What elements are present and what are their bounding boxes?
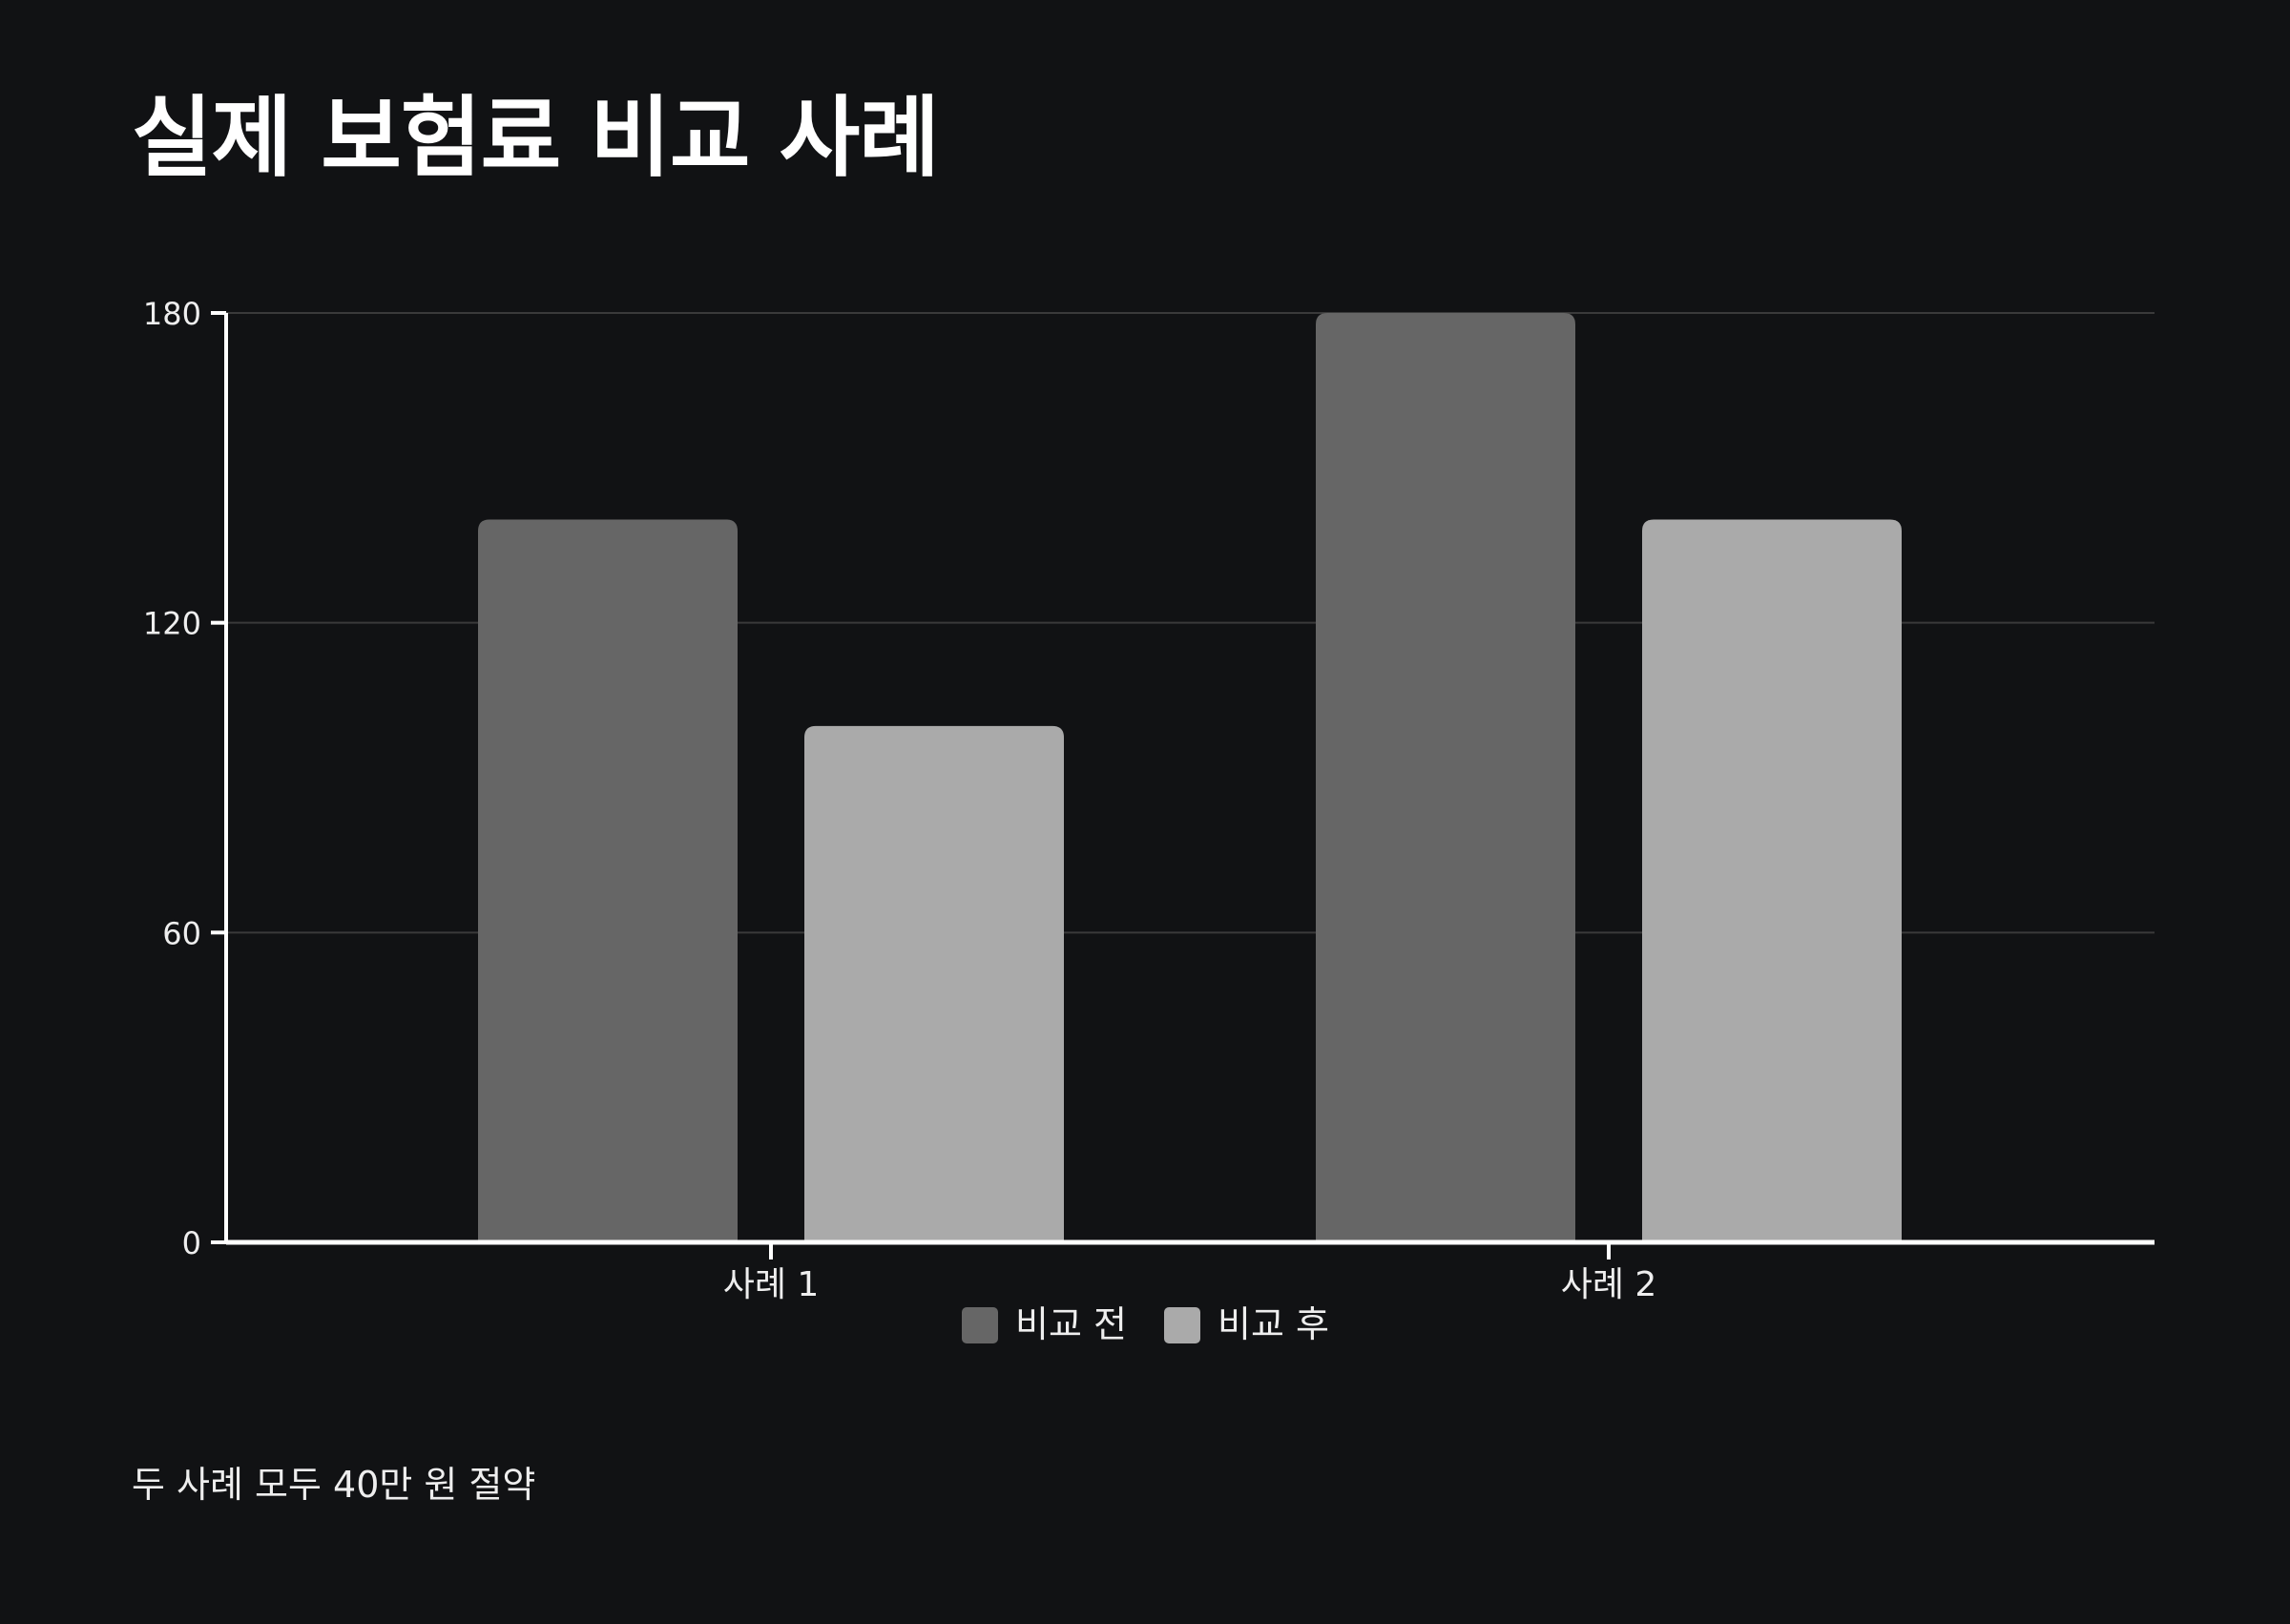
- y-tick-label: 180: [143, 296, 201, 332]
- bar: [478, 519, 738, 1242]
- bar: [1642, 519, 1902, 1242]
- x-tick-label: 사례 1: [723, 1265, 820, 1304]
- legend-label: 비교 전: [1015, 1303, 1127, 1345]
- y-tick-label: 0: [182, 1225, 201, 1261]
- y-axis-ticks: 0 60 120 180: [143, 296, 226, 1261]
- bar: [804, 725, 1064, 1242]
- x-tick-label: 사례 2: [1561, 1265, 1657, 1304]
- legend-item: 비교 전: [962, 1303, 1127, 1345]
- legend-swatch: [962, 1307, 998, 1343]
- y-tick-label: 60: [162, 915, 201, 951]
- legend-swatch: [1164, 1307, 1200, 1343]
- axes: [224, 313, 2155, 1245]
- x-axis-ticks: 사례 1 사례 2: [723, 1242, 1657, 1304]
- y-tick-label: 120: [143, 606, 201, 642]
- bars: [478, 313, 1902, 1242]
- page-title: 실제 보험료 비교 사례: [132, 87, 940, 189]
- legend-label: 비교 후: [1218, 1303, 1329, 1345]
- footnote: 두 사례 모두 40만 원 절약: [132, 1464, 536, 1506]
- legend: 비교 전 비교 후: [962, 1303, 1329, 1345]
- legend-item: 비교 후: [1164, 1303, 1329, 1345]
- bar: [1316, 313, 1575, 1242]
